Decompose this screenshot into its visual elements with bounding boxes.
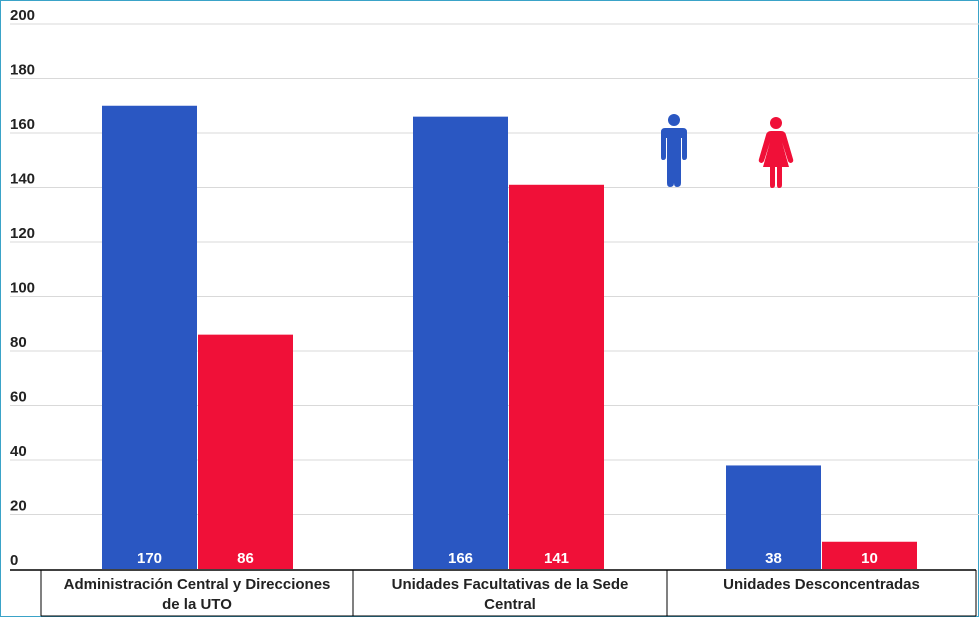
y-tick-label: 20 — [10, 498, 27, 515]
bar — [413, 116, 508, 570]
y-axis-ticks: 0 20 40 60 80 100 120 140 160 180 200 — [10, 7, 35, 569]
category-label: Administración Central y Direcciones — [64, 576, 331, 593]
bar-value-label: 166 — [448, 550, 473, 567]
female-figure-icon — [758, 117, 794, 188]
category-label: Central — [484, 596, 536, 613]
bar — [102, 105, 197, 569]
y-tick-label: 200 — [10, 7, 35, 24]
bar-value-label: 38 — [765, 550, 782, 567]
y-tick-label: 80 — [10, 334, 27, 351]
y-tick-label: 0 — [10, 552, 18, 569]
y-tick-label: 180 — [10, 62, 35, 79]
y-tick-label: 40 — [10, 443, 27, 460]
bar-value-label: 10 — [861, 550, 878, 567]
y-tick-label: 100 — [10, 280, 35, 297]
bar-value-label: 86 — [237, 550, 254, 567]
bar — [726, 465, 821, 569]
bar — [198, 334, 293, 569]
category-label: Unidades Facultativas de la Sede — [392, 576, 629, 593]
bar — [509, 184, 604, 569]
category-label: Unidades Desconcentradas — [723, 576, 920, 593]
y-tick-label: 140 — [10, 171, 35, 188]
category-label: de la UTO — [162, 596, 232, 613]
category-axis: Administración Central y Direcciones de l… — [10, 569, 977, 617]
legend — [661, 114, 794, 188]
bar — [822, 541, 917, 569]
y-tick-label: 160 — [10, 116, 35, 133]
bar-value-label: 141 — [544, 550, 569, 567]
bar-value-label: 170 — [137, 550, 162, 567]
y-tick-label: 60 — [10, 389, 27, 406]
data-labels: 170 166 38 86 141 10 — [137, 550, 878, 567]
y-tick-label: 120 — [10, 225, 35, 242]
bars — [102, 105, 917, 570]
male-figure-icon — [661, 114, 687, 187]
